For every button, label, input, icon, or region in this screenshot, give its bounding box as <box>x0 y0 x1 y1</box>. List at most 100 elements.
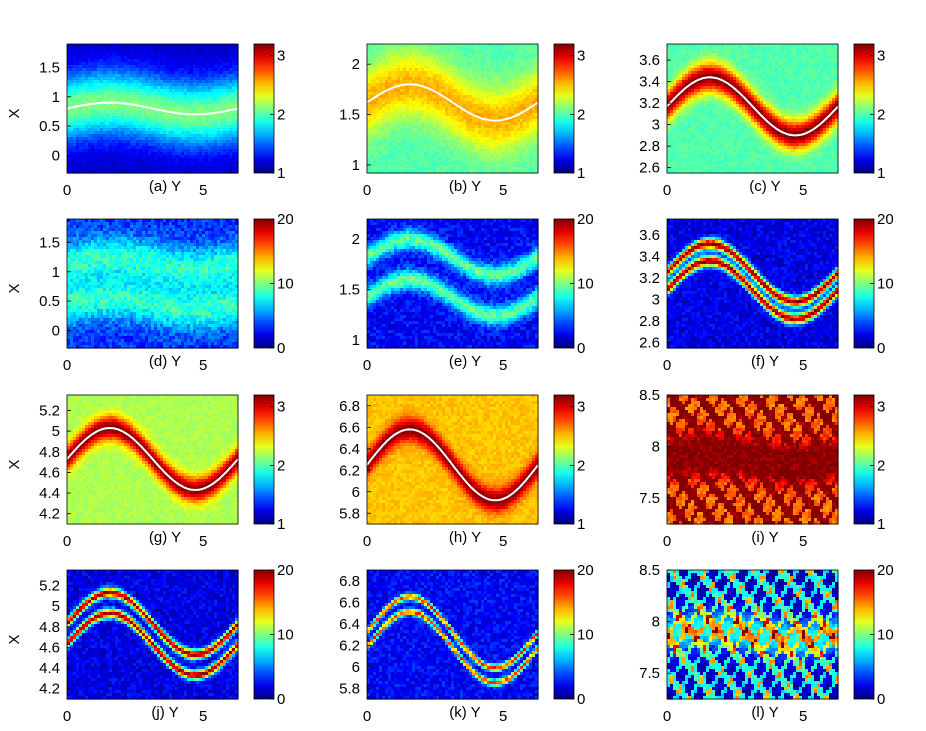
heatmap-cell <box>160 119 164 123</box>
heatmap-cell <box>220 80 224 84</box>
heatmap-cell <box>190 59 194 63</box>
heatmap-cell <box>184 140 188 144</box>
heatmap-cell <box>79 113 83 117</box>
y-tick-label: 1 <box>352 157 360 174</box>
x-tick-label: 0 <box>363 182 371 199</box>
heatmap-cell <box>112 146 116 150</box>
heatmap-cell <box>76 89 80 93</box>
heatmap-cell <box>229 158 233 162</box>
heatmap-cell <box>67 47 71 51</box>
heatmap-cell <box>202 71 206 75</box>
heatmap-cell <box>232 170 236 174</box>
heatmap-cell <box>130 71 134 75</box>
heatmap-cell <box>154 131 158 135</box>
heatmap-cell <box>79 167 83 171</box>
heatmap-cell <box>157 98 161 102</box>
heatmap-cell <box>169 167 173 171</box>
heatmap-cell <box>85 71 89 75</box>
heatmap-cell <box>172 86 176 90</box>
heatmap-cell <box>190 65 194 69</box>
heatmap-cell <box>118 158 122 162</box>
heatmap-cell <box>100 137 104 141</box>
heatmap-cell <box>202 92 206 96</box>
heatmap-cell <box>166 44 170 48</box>
heatmap-cell <box>106 116 110 120</box>
heatmap-cell <box>220 134 224 138</box>
heatmap-cell <box>223 107 227 111</box>
heatmap-cell <box>115 98 119 102</box>
heatmap-cell <box>157 86 161 90</box>
heatmap-cell <box>208 62 212 66</box>
heatmap-cell <box>100 104 104 108</box>
heatmap-cell <box>226 170 230 174</box>
heatmap-cell <box>163 65 167 69</box>
heatmap-cell <box>187 131 191 135</box>
heatmap-cell <box>202 104 206 108</box>
heatmap-cell <box>73 119 77 123</box>
heatmap-cell <box>196 83 200 87</box>
heatmap-cell <box>232 89 236 93</box>
heatmap-cell <box>181 44 185 48</box>
heatmap-cell <box>142 122 146 126</box>
heatmap-cell <box>175 110 179 114</box>
heatmap-cell <box>136 47 140 51</box>
heatmap-cell <box>106 146 110 150</box>
heatmap-cell <box>226 149 230 153</box>
heatmap-cell <box>133 128 137 132</box>
heatmap-cell <box>211 110 215 114</box>
heatmap-cell <box>73 152 77 156</box>
heatmap-cell <box>100 140 104 144</box>
heatmap-cell <box>208 104 212 108</box>
heatmap-cell <box>163 170 167 174</box>
heatmap-cell <box>76 107 80 111</box>
heatmap-cell <box>94 53 98 57</box>
heatmap-cell <box>109 134 113 138</box>
heatmap-cell <box>139 98 143 102</box>
heatmap-cell <box>106 170 110 174</box>
heatmap-cell <box>226 146 230 150</box>
heatmap-cell <box>154 134 158 138</box>
heatmap-cell <box>73 131 77 135</box>
heatmap-cell <box>166 80 170 84</box>
heatmap-cell <box>214 143 218 147</box>
heatmap-cell <box>67 71 71 75</box>
heatmap-cell <box>208 125 212 129</box>
heatmap-cell <box>67 116 71 120</box>
heatmap-cell <box>67 80 71 84</box>
heatmap-cell <box>205 158 209 162</box>
heatmap-cell <box>190 53 194 57</box>
heatmap-cell <box>232 137 236 141</box>
heatmap-cell <box>211 80 215 84</box>
heatmap-cell <box>172 152 176 156</box>
heatmap-cell <box>124 86 128 90</box>
heatmap-cell <box>160 56 164 60</box>
heatmap-cell <box>214 119 218 123</box>
heatmap-cell <box>367 119 371 123</box>
heatmap-cell <box>151 74 155 78</box>
heatmap-cell <box>112 44 116 48</box>
heatmap-cell <box>229 131 233 135</box>
heatmap-cell <box>85 80 89 84</box>
heatmap-cell <box>82 59 86 63</box>
heatmap-cell <box>109 80 113 84</box>
heatmap-cell <box>115 170 119 174</box>
heatmap-cell <box>214 47 218 51</box>
heatmap-cell <box>76 140 80 144</box>
heatmap-cell <box>217 92 221 96</box>
heatmap-cell <box>157 95 161 99</box>
heatmap-cell <box>223 128 227 132</box>
heatmap-cell <box>214 53 218 57</box>
heatmap-cell <box>214 74 218 78</box>
heatmap-cell <box>211 71 215 75</box>
heatmap-cell <box>85 53 89 57</box>
heatmap-cell <box>373 143 377 147</box>
heatmap-cell <box>70 47 74 51</box>
heatmap-cell <box>136 98 140 102</box>
heatmap-cell <box>127 161 131 165</box>
heatmap-cell <box>172 158 176 162</box>
heatmap-cell <box>73 77 77 81</box>
heatmap-cell <box>196 98 200 102</box>
heatmap-cell <box>211 44 215 48</box>
heatmap-cell <box>70 137 74 141</box>
heatmap-cell <box>187 71 191 75</box>
